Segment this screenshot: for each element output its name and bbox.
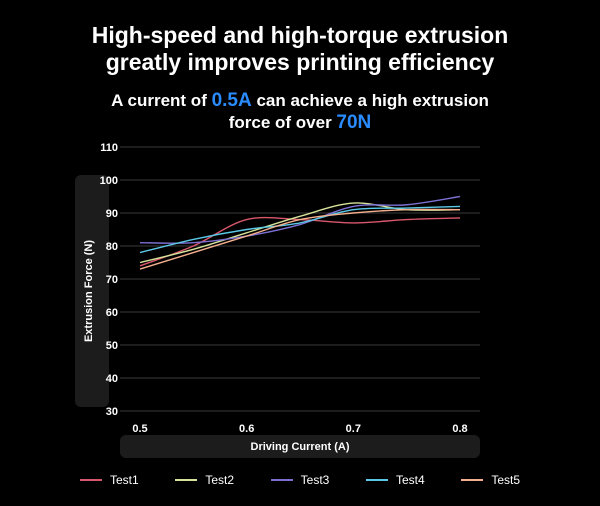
subheadline-text-2: can achieve a high extrusion (251, 91, 489, 110)
y-tick-label: 100 (100, 175, 118, 187)
y-tick-label: 110 (100, 142, 118, 154)
y-tick-label: 50 (106, 340, 118, 352)
subheadline-current-value: 0.5A (211, 90, 252, 111)
x-tick-label: 0.8 (452, 423, 467, 435)
series-line-test3 (139, 195, 461, 244)
headline-line-2: greatly improves printing efficiency (105, 49, 495, 75)
legend-item-test5: Test5 (461, 473, 520, 487)
x-axis-title: Driving Current (A) (251, 441, 350, 453)
legend-label: Test4 (395, 473, 425, 487)
legend-label: Test1 (110, 473, 139, 487)
headline-line-1: High-speed and high-torque extrusion (91, 22, 509, 48)
legend-item-test4: Test4 (365, 473, 425, 487)
subheadline-line-1: A current of 0.5A can achieve a high ext… (0, 90, 600, 112)
legend-swatch (365, 479, 388, 481)
chart-subheadline: A current of 0.5A can achieve a high ext… (0, 90, 600, 134)
y-tick-label: 40 (106, 373, 118, 385)
y-tick-label: 80 (106, 241, 118, 253)
x-axis-label-panel (120, 435, 480, 458)
y-axis-title: Extrusion Force (N) (83, 240, 95, 342)
legend-swatch (270, 479, 293, 481)
subheadline-force-value: 70N (336, 112, 372, 133)
x-tick-label: 0.5 (132, 423, 147, 435)
chart-headline: High-speed and high-torque extrusion gre… (0, 22, 600, 76)
series-line-test5 (139, 208, 461, 270)
x-tick-label: 0.6 (239, 423, 254, 435)
legend-item-test1: Test1 (80, 473, 139, 487)
y-axis-label-panel (75, 175, 109, 407)
x-tick-label: 0.7 (346, 423, 361, 435)
subheadline-text-1: A current of (111, 91, 212, 110)
chart-legend: Test1 Test2 Test3 Test4 Test5 (80, 470, 520, 490)
legend-swatch (461, 479, 484, 481)
legend-label: Test2 (205, 473, 235, 487)
legend-label: Test3 (300, 473, 330, 487)
y-tick-label: 60 (106, 307, 118, 319)
y-tick-label: 30 (106, 406, 118, 418)
series-line-test4 (139, 205, 461, 254)
legend-item-test3: Test3 (270, 473, 330, 487)
legend-swatch (175, 479, 198, 481)
y-tick-label: 70 (106, 274, 118, 286)
legend-label: Test5 (491, 473, 520, 487)
legend-swatch (80, 479, 102, 481)
legend-item-test2: Test2 (175, 473, 234, 487)
subheadline-line-2: force of over 70N (0, 112, 600, 134)
subheadline-text-3: force of over (228, 113, 337, 132)
y-tick-label: 90 (106, 208, 118, 220)
